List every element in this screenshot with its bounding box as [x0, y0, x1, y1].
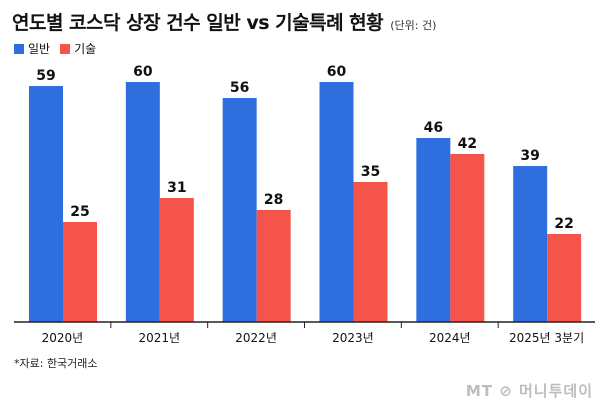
bar-general-2	[222, 98, 257, 322]
bar-tech-3	[353, 182, 388, 322]
category-label-1: 2021년	[138, 331, 180, 345]
unit-label: (단위: 건)	[390, 19, 437, 32]
legend: 일반 기술	[14, 40, 100, 57]
bar-tech-0	[63, 222, 97, 322]
category-label-2: 2022년	[235, 331, 277, 345]
data-label-tech-0: 25	[70, 204, 89, 220]
data-label-general-3: 60	[327, 64, 347, 80]
data-label-tech-4: 42	[458, 136, 477, 152]
data-label-tech-5: 22	[554, 216, 573, 232]
bar-tech-4	[450, 154, 485, 322]
data-label-general-1: 60	[133, 64, 153, 80]
category-label-4: 2024년	[429, 331, 471, 345]
legend-item-tech: 기술	[60, 40, 96, 57]
watermark-logo: MT ⊘ 머니투데이	[465, 382, 593, 400]
legend-item-general: 일반	[14, 40, 50, 57]
source-note: *자료: 한국거래소	[14, 357, 98, 370]
category-label-3: 2023년	[332, 331, 374, 345]
legend-label-tech: 기술	[74, 42, 97, 56]
bar-tech-1	[159, 198, 194, 322]
category-label-0: 2020년	[42, 331, 84, 345]
bar-tech-5	[547, 234, 582, 322]
bar-tech-2	[256, 210, 291, 322]
bar-general-4	[416, 138, 451, 322]
bar-general-5	[513, 166, 548, 322]
data-label-tech-1: 31	[167, 180, 186, 196]
data-label-general-2: 56	[230, 80, 249, 96]
category-label-5: 2025년 3분기	[509, 331, 584, 345]
bar-general-0	[29, 86, 63, 322]
bar-general-1	[125, 82, 160, 322]
chart-title-row: 연도별 코스닥 상장 건수 일반 vs 기술특례 현황 (단위: 건)	[12, 8, 436, 35]
bar-general-3	[319, 82, 354, 322]
chart-title: 연도별 코스닥 상장 건수 일반 vs 기술특례 현황	[12, 12, 384, 34]
data-label-tech-2: 28	[264, 192, 283, 208]
legend-swatch-tech	[60, 43, 71, 54]
data-label-tech-3: 35	[361, 164, 380, 180]
data-label-general-5: 39	[520, 148, 539, 164]
legend-swatch-general	[14, 43, 24, 54]
data-label-general-4: 46	[424, 120, 443, 136]
legend-label-general: 일반	[28, 42, 51, 56]
data-label-general-0: 59	[36, 68, 55, 84]
